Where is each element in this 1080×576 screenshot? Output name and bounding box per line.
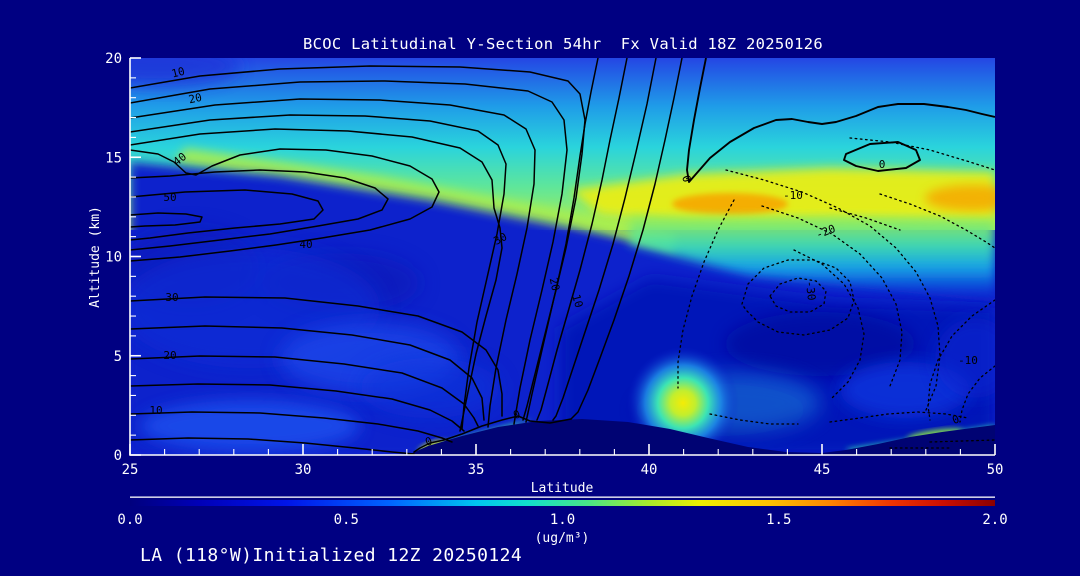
contour-label-solid: 30: [491, 230, 509, 248]
terrain-silhouette: [408, 419, 995, 455]
y-axis-tick-label: 0: [114, 448, 122, 464]
colorbar-tick-label: 2.0: [982, 512, 1007, 528]
colorbar-tick-labels: 0.0 0.5 1.0 1.5 2.0: [117, 512, 1007, 528]
x-axis-tick-label: 50: [987, 462, 1004, 478]
contour-label-dotted: -10: [783, 189, 803, 202]
plot-title: BCOC Latitudinal Y-Section 54hr Fx Valid…: [303, 35, 823, 53]
contour-label-solid: 0: [423, 434, 434, 448]
contour-label-dotted: -10: [958, 354, 978, 367]
orange-maximum: [925, 185, 995, 211]
x-axis-tick-label: 30: [295, 462, 312, 478]
contour-label-solid: 50: [163, 191, 176, 204]
contour-label-solid: 0: [679, 173, 693, 184]
colorbar-gradient: [130, 500, 995, 506]
contour-label-dotted: 0: [950, 412, 961, 426]
contour-label-solid: 40: [171, 150, 189, 168]
contour-label-solid: 20: [547, 276, 562, 292]
yellow-band: [570, 168, 995, 222]
y-axis-tick-label: 15: [105, 150, 122, 166]
colorbar-tick-label: 1.0: [550, 512, 575, 528]
contour-label-solid: 0: [511, 407, 522, 421]
y-axis-tick-label: 20: [105, 51, 122, 67]
field-patch: [360, 358, 500, 418]
field-patch: [935, 318, 995, 398]
contour-label-solid: 20: [187, 91, 203, 106]
solid-contour-lines: [130, 58, 995, 455]
dotted-contour-lines: [677, 137, 995, 449]
contour-label-solid: 20: [163, 349, 176, 362]
colorbar-units: (ug/m³): [535, 531, 590, 546]
orange-maximum: [672, 193, 788, 215]
contour-label-solid: 40: [299, 238, 312, 251]
field-patch: [140, 400, 360, 452]
x-axis: 25 30 35 40 45 50: [122, 444, 1004, 478]
contour-label-solid: 30: [165, 291, 178, 304]
contour-label-solid: 10: [569, 293, 585, 309]
colorbar-tick-label: 1.5: [766, 512, 791, 528]
contour-label-solid: 0: [879, 158, 886, 171]
y-axis-label: Altitude (km): [88, 206, 103, 308]
x-axis-tick-label: 45: [814, 462, 831, 478]
colorbar-top-rule: [130, 496, 995, 498]
field-patch: [130, 58, 240, 86]
x-axis-tick-label: 25: [122, 462, 139, 478]
contour-label-solid: 10: [170, 65, 186, 81]
field-patch: [725, 312, 915, 376]
colorbar-tick-label: 0.0: [117, 512, 142, 528]
x-axis-tick-label: 35: [468, 462, 485, 478]
x-axis-label: Latitude: [531, 481, 594, 496]
contour-label-solid: 10: [149, 404, 162, 417]
y-axis-tick-label: 10: [105, 250, 122, 266]
footer-annotation: LA (118°W)Initialized 12Z 20250124: [140, 545, 522, 566]
colorbar-tick-label: 0.5: [334, 512, 359, 528]
y-axis: 0 5 10 15 20: [105, 51, 141, 464]
colorbar: 0.0 0.5 1.0 1.5 2.0 (ug/m³): [117, 496, 1008, 546]
contour-label-dotted: -30: [803, 280, 818, 301]
y-axis-tick-label: 5: [114, 349, 122, 365]
x-axis-tick-label: 40: [641, 462, 658, 478]
